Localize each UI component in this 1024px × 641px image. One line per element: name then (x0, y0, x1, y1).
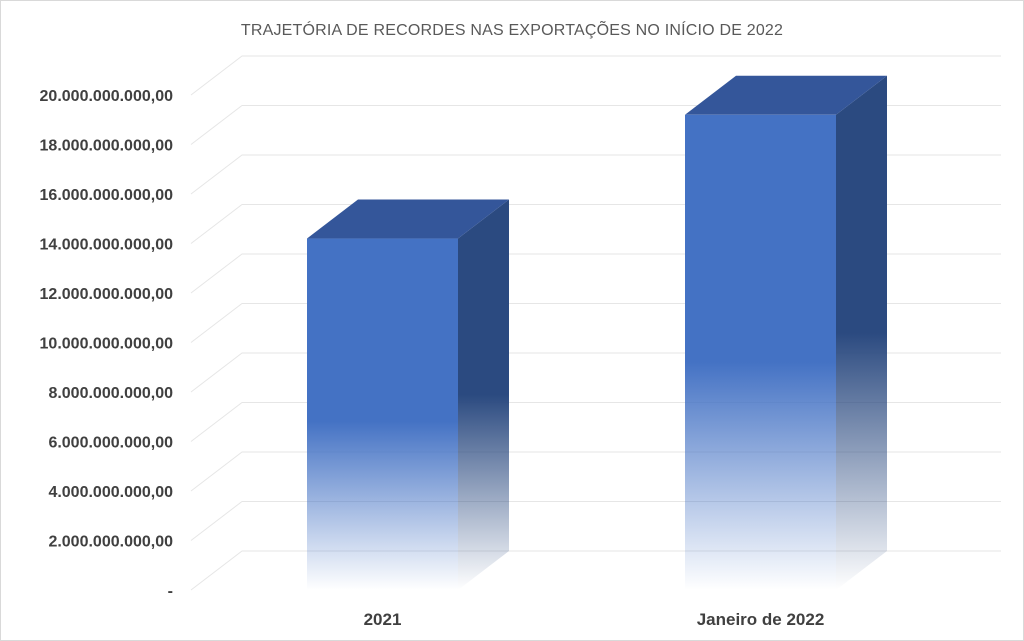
y-tick-label: 6.000.000.000,00 (48, 435, 173, 452)
chart-title: TRAJETÓRIA DE RECORDES NAS EXPORTAÇÕES N… (241, 19, 783, 39)
y-tick-label: 14.000.000.000,00 (40, 237, 174, 254)
bar (685, 75, 887, 591)
bar-top (307, 199, 509, 239)
x-tick-label: Janeiro de 2022 (697, 610, 825, 629)
bar-side (458, 199, 509, 591)
y-tick-label: 18.000.000.000,00 (40, 138, 174, 155)
bar-side (836, 75, 887, 591)
bar-front (685, 114, 836, 591)
y-axis-tick-labels: - 2.000.000.000,00 4.000.000.000,00 6.000.0… (40, 88, 174, 600)
x-axis-tick-labels: 2021 Janeiro de 2022 (364, 610, 825, 629)
y-tick-label: - (168, 583, 173, 600)
y-tick-label: 2.000.000.000,00 (48, 534, 173, 551)
bar-top (685, 75, 887, 115)
y-tick-label: 10.000.000.000,00 (40, 336, 174, 353)
y-tick-label: 20.000.000.000,00 (40, 88, 174, 105)
bars (307, 75, 887, 591)
x-tick-label: 2021 (364, 610, 402, 629)
y-tick-label: 8.000.000.000,00 (48, 385, 173, 402)
y-tick-label: 4.000.000.000,00 (48, 484, 173, 501)
bar-front (307, 238, 458, 591)
bar (307, 199, 509, 591)
y-tick-label: 12.000.000.000,00 (40, 286, 174, 303)
y-tick-label: 16.000.000.000,00 (40, 187, 174, 204)
gridline (190, 55, 1001, 96)
